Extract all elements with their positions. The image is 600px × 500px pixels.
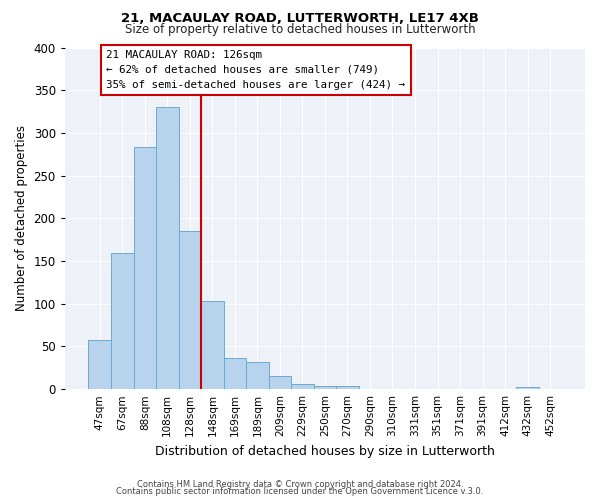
Bar (111, 252, 134, 389)
Bar (269, 376, 291, 389)
Bar (88, 340, 111, 389)
Bar (336, 386, 359, 389)
X-axis label: Distribution of detached houses by size in Lutterworth: Distribution of detached houses by size … (155, 444, 495, 458)
Text: 21, MACAULAY ROAD, LUTTERWORTH, LE17 4XB: 21, MACAULAY ROAD, LUTTERWORTH, LE17 4XB (121, 12, 479, 26)
Bar (291, 384, 314, 389)
Bar (517, 386, 539, 389)
Bar (224, 358, 246, 389)
Bar (156, 108, 179, 389)
Bar (134, 146, 156, 389)
Text: Size of property relative to detached houses in Lutterworth: Size of property relative to detached ho… (125, 24, 475, 36)
Bar (246, 362, 269, 389)
Bar (201, 301, 224, 389)
Text: Contains public sector information licensed under the Open Government Licence v.: Contains public sector information licen… (116, 488, 484, 496)
Y-axis label: Number of detached properties: Number of detached properties (15, 126, 28, 312)
Bar (314, 386, 336, 389)
Text: Contains HM Land Registry data © Crown copyright and database right 2024.: Contains HM Land Registry data © Crown c… (137, 480, 463, 489)
Text: 21 MACAULAY ROAD: 126sqm
← 62% of detached houses are smaller (749)
35% of semi-: 21 MACAULAY ROAD: 126sqm ← 62% of detach… (106, 50, 406, 90)
Bar (179, 231, 201, 389)
